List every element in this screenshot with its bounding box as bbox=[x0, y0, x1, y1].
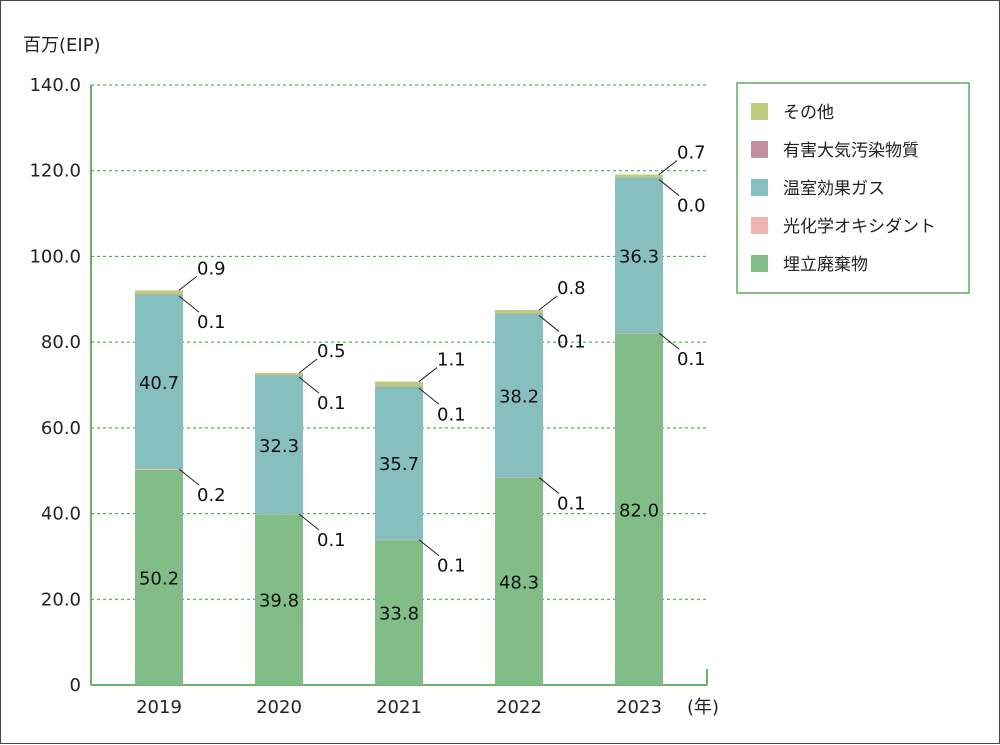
leader-line bbox=[538, 477, 560, 494]
leader-line bbox=[418, 539, 440, 557]
legend-box bbox=[736, 82, 970, 294]
bar-segment bbox=[615, 177, 663, 334]
bar-segment bbox=[495, 313, 543, 478]
y-tick-label: 20.0 bbox=[41, 589, 81, 610]
legend-swatch bbox=[751, 103, 768, 120]
bar-segment bbox=[615, 174, 663, 178]
data-label: 40.7 bbox=[139, 373, 179, 394]
bar-segment bbox=[255, 514, 303, 685]
data-label: 32.3 bbox=[259, 436, 299, 457]
data-label: 0.7 bbox=[677, 143, 706, 164]
y-tick-label: 120.0 bbox=[29, 161, 81, 182]
data-label: 0.0 bbox=[677, 196, 706, 217]
data-label: 0.1 bbox=[677, 349, 706, 370]
leader-line bbox=[658, 160, 678, 175]
legend-swatch bbox=[751, 255, 768, 272]
y-tick-label: 0 bbox=[70, 675, 81, 696]
legend-label: 光化学オキシダント bbox=[783, 217, 936, 237]
leader-line bbox=[658, 332, 680, 350]
data-label: 0.2 bbox=[197, 485, 226, 506]
data-label: 0.1 bbox=[317, 393, 346, 414]
bar-segment bbox=[495, 310, 543, 314]
data-label: 33.8 bbox=[379, 604, 419, 625]
y-axis-title: 百万(EIP) bbox=[23, 35, 101, 56]
y-tick-label: 140.0 bbox=[29, 75, 81, 96]
bar-segment bbox=[135, 469, 183, 685]
leader-line bbox=[178, 275, 198, 291]
leader-line bbox=[658, 179, 680, 196]
leader-line bbox=[178, 468, 200, 486]
data-label: 39.8 bbox=[259, 591, 299, 612]
bar-segment bbox=[135, 294, 183, 469]
data-label: 48.3 bbox=[499, 573, 539, 594]
leader-line bbox=[298, 358, 318, 374]
y-tick-labels: 0 20.0 40.0 60.0 80.0 100.0 120.0 140.0 bbox=[29, 75, 81, 696]
leader-line bbox=[538, 295, 558, 311]
bar-segment bbox=[375, 381, 423, 387]
y-tick-label: 60.0 bbox=[41, 418, 81, 439]
data-label: 82.0 bbox=[619, 500, 659, 521]
legend-swatch bbox=[751, 217, 768, 234]
data-label: 0.1 bbox=[437, 404, 466, 425]
x-axis-unit: (年) bbox=[687, 697, 719, 718]
data-labels: 50.2 40.7 0.2 0.1 0.9 39.8 32.3 0.1 0.1 0.5 33.8 35… bbox=[139, 143, 706, 625]
data-label: 35.7 bbox=[379, 454, 419, 475]
bar-segment bbox=[495, 478, 543, 685]
leader-line bbox=[418, 387, 440, 405]
x-tick-label: 2023 bbox=[616, 697, 662, 718]
data-label: 0.8 bbox=[557, 278, 586, 299]
bar-segment bbox=[375, 386, 423, 540]
legend-label: その他 bbox=[783, 103, 834, 123]
legend-label: 有害大気汚染物質 bbox=[783, 141, 919, 161]
leader-line bbox=[298, 513, 320, 531]
leader-line bbox=[538, 315, 560, 332]
bar-segment bbox=[135, 468, 183, 470]
data-label: 0.1 bbox=[557, 331, 586, 352]
x-tick-label: 2019 bbox=[136, 697, 182, 718]
bar-segment bbox=[255, 373, 303, 376]
legend-swatch bbox=[751, 179, 768, 196]
y-tick-label: 40.0 bbox=[41, 504, 81, 525]
data-label: 0.1 bbox=[317, 530, 346, 551]
x-tick-label: 2022 bbox=[496, 697, 542, 718]
bar-segment bbox=[255, 375, 303, 514]
data-label: 0.1 bbox=[437, 556, 466, 577]
leader-line bbox=[298, 376, 320, 394]
bars bbox=[135, 174, 663, 685]
y-tick-label: 100.0 bbox=[29, 246, 81, 267]
x-tick-label: 2021 bbox=[376, 697, 422, 718]
legend-label: 埋立廃棄物 bbox=[783, 255, 868, 275]
data-label: 0.9 bbox=[197, 258, 226, 279]
leader-line bbox=[178, 295, 200, 313]
data-label: 0.5 bbox=[317, 341, 346, 362]
data-label: 0.1 bbox=[557, 494, 586, 515]
legend-label: 温室効果ガス bbox=[783, 179, 885, 199]
bar-segment bbox=[135, 290, 183, 295]
leader-lines bbox=[178, 160, 680, 557]
bar-segment bbox=[375, 540, 423, 685]
data-label: 1.1 bbox=[437, 350, 466, 371]
data-label: 36.3 bbox=[619, 246, 659, 267]
legend-swatch bbox=[751, 141, 768, 158]
data-label: 38.2 bbox=[499, 387, 539, 408]
y-tick-label: 80.0 bbox=[41, 332, 81, 353]
x-tick-label: 2020 bbox=[256, 697, 302, 718]
data-label: 0.1 bbox=[197, 312, 226, 333]
x-tick-labels: 2019 2020 2021 2022 2023 bbox=[136, 697, 662, 718]
bar-segment bbox=[615, 333, 663, 685]
data-label: 50.2 bbox=[139, 568, 179, 589]
leader-line bbox=[418, 367, 438, 382]
